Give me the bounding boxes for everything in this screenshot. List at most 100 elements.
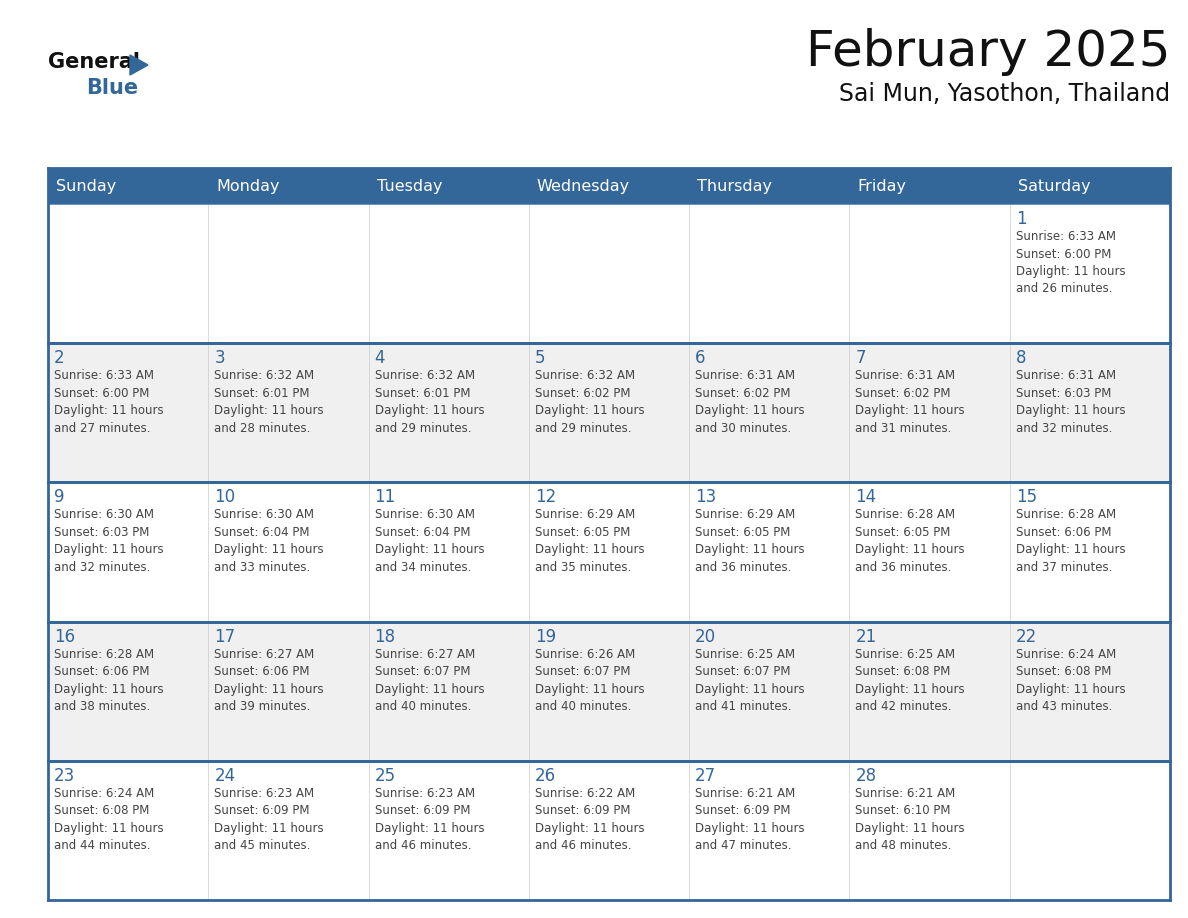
Bar: [849, 482, 1010, 621]
Text: 16: 16: [53, 628, 75, 645]
Text: 27: 27: [695, 767, 716, 785]
Text: 9: 9: [53, 488, 64, 507]
Text: Sunrise: 6:31 AM
Sunset: 6:02 PM
Daylight: 11 hours
and 30 minutes.: Sunrise: 6:31 AM Sunset: 6:02 PM Dayligh…: [695, 369, 804, 435]
Text: Sunrise: 6:29 AM
Sunset: 6:05 PM
Daylight: 11 hours
and 36 minutes.: Sunrise: 6:29 AM Sunset: 6:05 PM Dayligh…: [695, 509, 804, 574]
Text: 12: 12: [535, 488, 556, 507]
Bar: [849, 621, 1010, 761]
Text: Sunrise: 6:30 AM
Sunset: 6:04 PM
Daylight: 11 hours
and 33 minutes.: Sunrise: 6:30 AM Sunset: 6:04 PM Dayligh…: [214, 509, 324, 574]
Text: 28: 28: [855, 767, 877, 785]
Text: Sunrise: 6:29 AM
Sunset: 6:05 PM
Daylight: 11 hours
and 35 minutes.: Sunrise: 6:29 AM Sunset: 6:05 PM Dayligh…: [535, 509, 644, 574]
Text: Sunrise: 6:32 AM
Sunset: 6:01 PM
Daylight: 11 hours
and 28 minutes.: Sunrise: 6:32 AM Sunset: 6:01 PM Dayligh…: [214, 369, 324, 435]
Bar: [1010, 621, 1170, 761]
Text: 5: 5: [535, 349, 545, 367]
Text: February 2025: February 2025: [805, 28, 1170, 76]
Text: 24: 24: [214, 767, 235, 785]
Text: Sunrise: 6:22 AM
Sunset: 6:09 PM
Daylight: 11 hours
and 46 minutes.: Sunrise: 6:22 AM Sunset: 6:09 PM Dayligh…: [535, 787, 644, 852]
Bar: [849, 204, 1010, 343]
Bar: [529, 168, 689, 204]
Text: Sunrise: 6:27 AM
Sunset: 6:06 PM
Daylight: 11 hours
and 39 minutes.: Sunrise: 6:27 AM Sunset: 6:06 PM Dayligh…: [214, 647, 324, 713]
Bar: [368, 204, 529, 343]
Bar: [48, 204, 208, 343]
Bar: [529, 204, 689, 343]
Text: 18: 18: [374, 628, 396, 645]
Text: 21: 21: [855, 628, 877, 645]
Bar: [208, 621, 368, 761]
Text: Blue: Blue: [86, 78, 138, 98]
Text: Wednesday: Wednesday: [537, 178, 630, 194]
Text: Sunrise: 6:21 AM
Sunset: 6:09 PM
Daylight: 11 hours
and 47 minutes.: Sunrise: 6:21 AM Sunset: 6:09 PM Dayligh…: [695, 787, 804, 852]
Bar: [1010, 482, 1170, 621]
Bar: [48, 343, 208, 482]
Text: Sunrise: 6:27 AM
Sunset: 6:07 PM
Daylight: 11 hours
and 40 minutes.: Sunrise: 6:27 AM Sunset: 6:07 PM Dayligh…: [374, 647, 485, 713]
Text: 8: 8: [1016, 349, 1026, 367]
Bar: [368, 761, 529, 900]
Bar: [529, 482, 689, 621]
Text: 26: 26: [535, 767, 556, 785]
Text: 10: 10: [214, 488, 235, 507]
Bar: [689, 761, 849, 900]
Bar: [1010, 343, 1170, 482]
Text: 22: 22: [1016, 628, 1037, 645]
Bar: [368, 168, 529, 204]
Text: 20: 20: [695, 628, 716, 645]
Text: Sunday: Sunday: [56, 178, 116, 194]
Bar: [368, 482, 529, 621]
Text: Sunrise: 6:31 AM
Sunset: 6:02 PM
Daylight: 11 hours
and 31 minutes.: Sunrise: 6:31 AM Sunset: 6:02 PM Dayligh…: [855, 369, 965, 435]
Bar: [849, 343, 1010, 482]
Bar: [48, 761, 208, 900]
Text: 1: 1: [1016, 210, 1026, 228]
Text: Sunrise: 6:26 AM
Sunset: 6:07 PM
Daylight: 11 hours
and 40 minutes.: Sunrise: 6:26 AM Sunset: 6:07 PM Dayligh…: [535, 647, 644, 713]
Text: 6: 6: [695, 349, 706, 367]
Text: Sunrise: 6:30 AM
Sunset: 6:03 PM
Daylight: 11 hours
and 32 minutes.: Sunrise: 6:30 AM Sunset: 6:03 PM Dayligh…: [53, 509, 164, 574]
Text: Sunrise: 6:28 AM
Sunset: 6:06 PM
Daylight: 11 hours
and 37 minutes.: Sunrise: 6:28 AM Sunset: 6:06 PM Dayligh…: [1016, 509, 1125, 574]
Text: Friday: Friday: [858, 178, 906, 194]
Bar: [1010, 204, 1170, 343]
Text: 23: 23: [53, 767, 75, 785]
Bar: [208, 761, 368, 900]
Text: Sunrise: 6:21 AM
Sunset: 6:10 PM
Daylight: 11 hours
and 48 minutes.: Sunrise: 6:21 AM Sunset: 6:10 PM Dayligh…: [855, 787, 965, 852]
Text: Sunrise: 6:28 AM
Sunset: 6:06 PM
Daylight: 11 hours
and 38 minutes.: Sunrise: 6:28 AM Sunset: 6:06 PM Dayligh…: [53, 647, 164, 713]
Bar: [529, 343, 689, 482]
Text: 3: 3: [214, 349, 225, 367]
Bar: [208, 168, 368, 204]
Text: 15: 15: [1016, 488, 1037, 507]
Bar: [208, 343, 368, 482]
Bar: [529, 621, 689, 761]
Text: Thursday: Thursday: [697, 178, 772, 194]
Bar: [849, 168, 1010, 204]
Text: Sunrise: 6:30 AM
Sunset: 6:04 PM
Daylight: 11 hours
and 34 minutes.: Sunrise: 6:30 AM Sunset: 6:04 PM Dayligh…: [374, 509, 485, 574]
Text: 2: 2: [53, 349, 64, 367]
Text: Monday: Monday: [216, 178, 280, 194]
Bar: [208, 204, 368, 343]
Text: 4: 4: [374, 349, 385, 367]
Text: Sunrise: 6:24 AM
Sunset: 6:08 PM
Daylight: 11 hours
and 43 minutes.: Sunrise: 6:24 AM Sunset: 6:08 PM Dayligh…: [1016, 647, 1125, 713]
Text: Sai Mun, Yasothon, Thailand: Sai Mun, Yasothon, Thailand: [839, 82, 1170, 106]
Bar: [48, 482, 208, 621]
Bar: [689, 482, 849, 621]
Bar: [849, 761, 1010, 900]
Bar: [48, 621, 208, 761]
Text: Tuesday: Tuesday: [377, 178, 442, 194]
Text: Sunrise: 6:32 AM
Sunset: 6:01 PM
Daylight: 11 hours
and 29 minutes.: Sunrise: 6:32 AM Sunset: 6:01 PM Dayligh…: [374, 369, 485, 435]
Text: 14: 14: [855, 488, 877, 507]
Bar: [48, 168, 208, 204]
Text: Sunrise: 6:25 AM
Sunset: 6:08 PM
Daylight: 11 hours
and 42 minutes.: Sunrise: 6:25 AM Sunset: 6:08 PM Dayligh…: [855, 647, 965, 713]
Text: 7: 7: [855, 349, 866, 367]
Text: Sunrise: 6:23 AM
Sunset: 6:09 PM
Daylight: 11 hours
and 46 minutes.: Sunrise: 6:23 AM Sunset: 6:09 PM Dayligh…: [374, 787, 485, 852]
Text: 11: 11: [374, 488, 396, 507]
Text: Sunrise: 6:24 AM
Sunset: 6:08 PM
Daylight: 11 hours
and 44 minutes.: Sunrise: 6:24 AM Sunset: 6:08 PM Dayligh…: [53, 787, 164, 852]
Text: 13: 13: [695, 488, 716, 507]
Text: Sunrise: 6:28 AM
Sunset: 6:05 PM
Daylight: 11 hours
and 36 minutes.: Sunrise: 6:28 AM Sunset: 6:05 PM Dayligh…: [855, 509, 965, 574]
Text: Sunrise: 6:33 AM
Sunset: 6:00 PM
Daylight: 11 hours
and 27 minutes.: Sunrise: 6:33 AM Sunset: 6:00 PM Dayligh…: [53, 369, 164, 435]
Text: Sunrise: 6:32 AM
Sunset: 6:02 PM
Daylight: 11 hours
and 29 minutes.: Sunrise: 6:32 AM Sunset: 6:02 PM Dayligh…: [535, 369, 644, 435]
Text: Saturday: Saturday: [1018, 178, 1091, 194]
Bar: [689, 204, 849, 343]
Text: 19: 19: [535, 628, 556, 645]
Bar: [689, 168, 849, 204]
Bar: [208, 482, 368, 621]
Bar: [1010, 168, 1170, 204]
Text: 25: 25: [374, 767, 396, 785]
Bar: [1010, 761, 1170, 900]
Text: General: General: [48, 52, 140, 72]
Bar: [529, 761, 689, 900]
